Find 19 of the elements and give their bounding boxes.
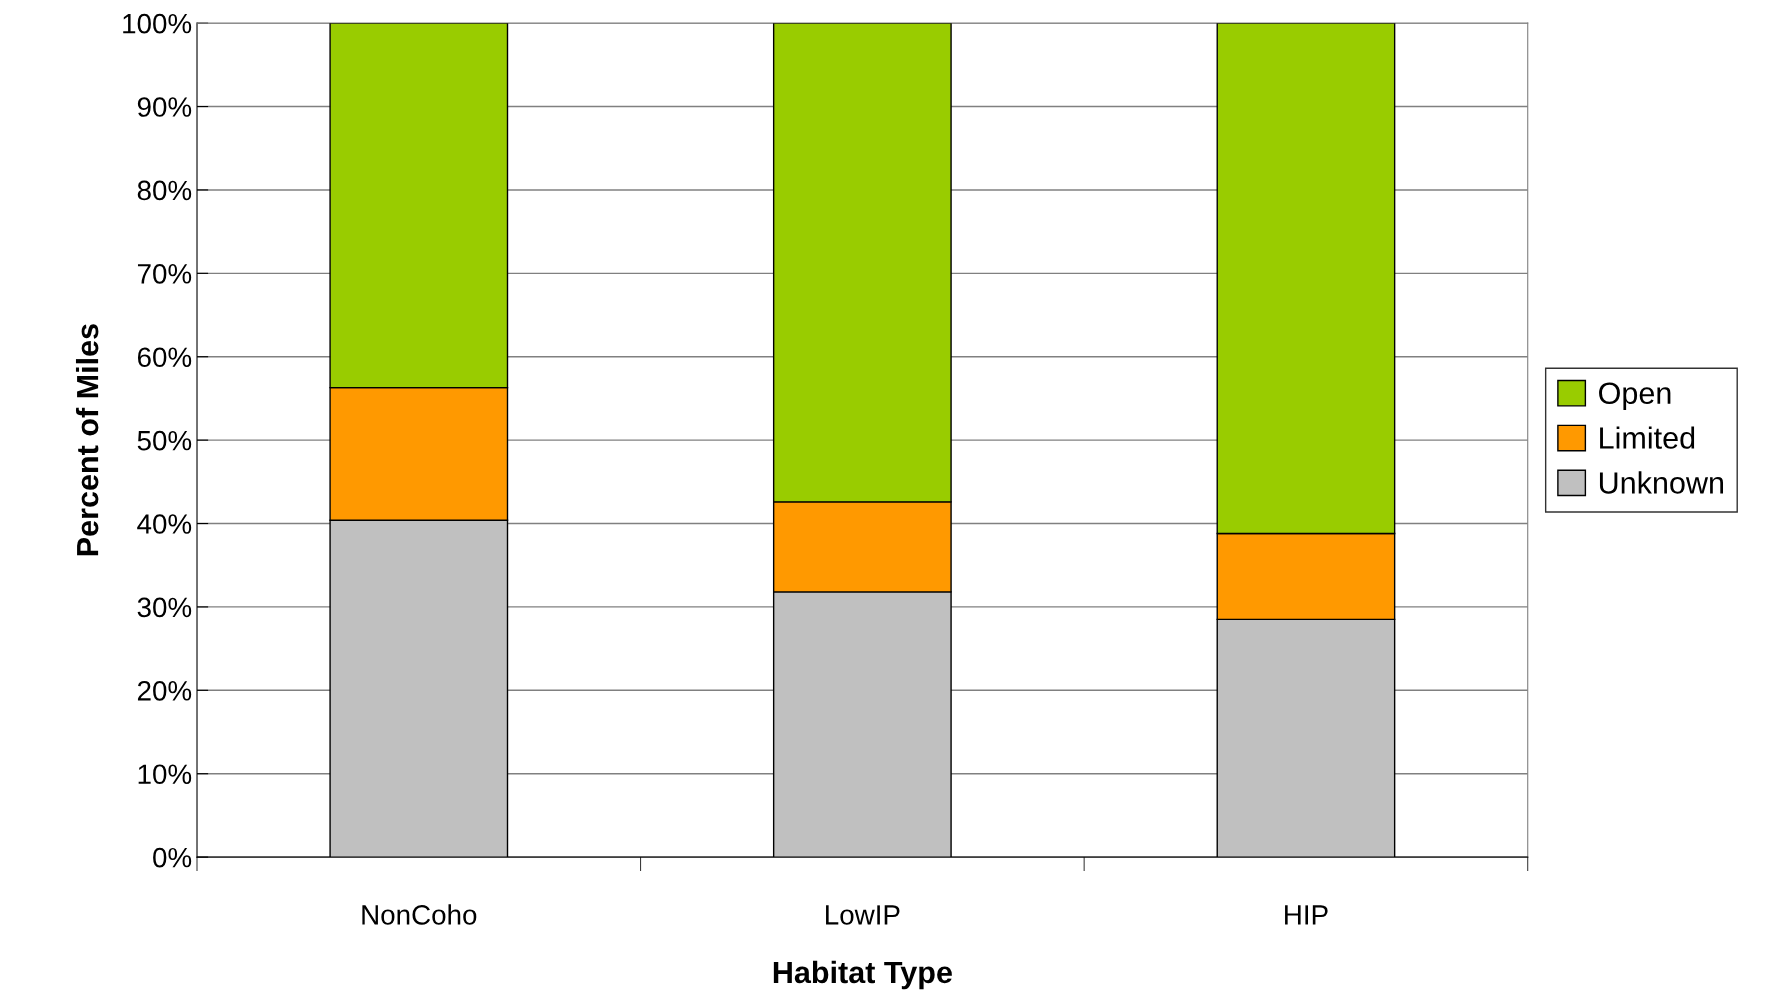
x-tick-label: HIP (1285, 905, 1328, 925)
legend-label: Open (1599, 382, 1671, 411)
y-tick-label: 100% (123, 13, 192, 34)
y-tick-label: 40% (137, 514, 192, 534)
y-tick-label: 80% (137, 180, 192, 201)
y-tick-label: 60% (137, 347, 192, 368)
y-tick-label: 0% (153, 847, 192, 868)
y-tick-label: 90% (137, 97, 192, 117)
x-tick-label: LowIP (826, 905, 900, 925)
y-tick-label: 30% (137, 597, 192, 618)
x-tick-label: NonCoho (362, 904, 477, 925)
y-tick-label: 10% (138, 764, 192, 785)
legend-label: Limited (1600, 426, 1695, 449)
y-axis-title: Percent of Miles (75, 324, 99, 556)
x-axis-title: Habitat Type (773, 960, 952, 990)
legend-label: Unknown (1599, 471, 1724, 494)
y-tick-label: 50% (137, 430, 192, 451)
y-tick-label: 20% (137, 680, 192, 701)
y-tick-label: 70% (137, 264, 192, 284)
